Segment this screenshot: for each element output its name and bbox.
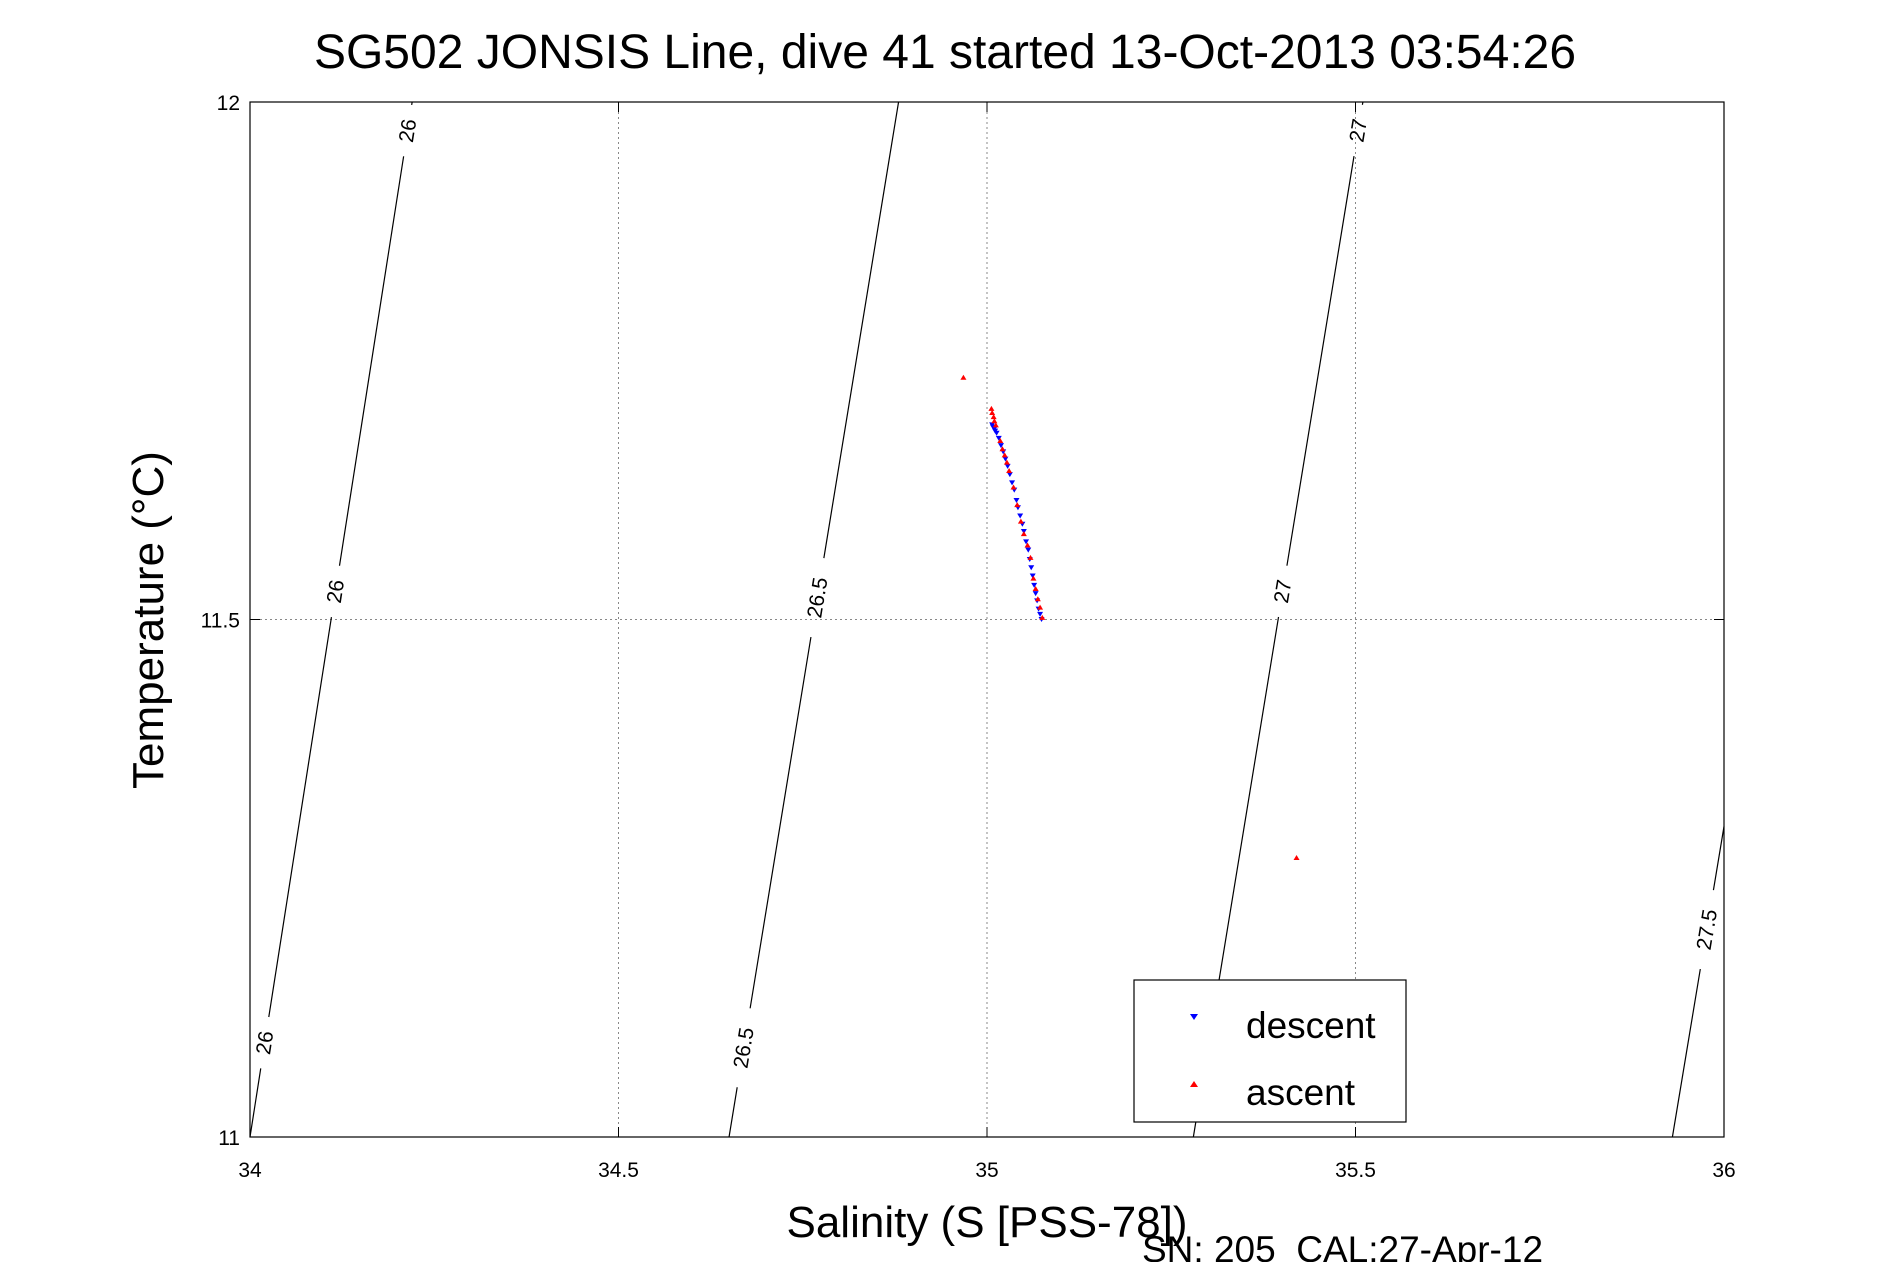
data-point-descent	[1025, 547, 1032, 553]
data-point-descent	[993, 430, 1000, 436]
data-point-descent	[1004, 463, 1011, 469]
isopycnal-line	[728, 1087, 738, 1138]
data-point-ascent	[1001, 452, 1008, 458]
data-point-ascent	[1024, 542, 1031, 548]
data-point-ascent	[1039, 614, 1046, 620]
data-point-ascent	[1020, 531, 1027, 537]
isopycnal-line	[749, 636, 812, 1009]
y-axis-label: Temperature (°C)	[124, 451, 173, 789]
isopycnal-label: 26.5	[730, 1026, 759, 1070]
data-point-ascent	[1037, 604, 1044, 610]
data-point-descent	[1032, 591, 1039, 597]
data-point-ascent	[991, 418, 998, 424]
y-tick-label: 12	[217, 92, 240, 115]
isopycnal-label: 26	[395, 117, 421, 144]
isopycnal-line	[338, 156, 405, 566]
chart-title: SG502 JONSIS Line, dive 41 started 13-Oc…	[314, 26, 1576, 79]
data-point-ascent	[1027, 554, 1034, 560]
data-point-ascent	[1014, 502, 1021, 508]
x-tick-label: 35.5	[1335, 1159, 1376, 1182]
isopycnal-label: 27	[1270, 578, 1296, 605]
isopycnal-line	[823, 101, 900, 559]
data-point-ascent	[989, 410, 996, 415]
data-point-ascent	[992, 422, 999, 428]
data-point-ascent	[1010, 484, 1017, 490]
data-point-descent	[998, 443, 1005, 449]
isopycnal-label: 26	[323, 578, 349, 605]
x-tick-label: 36	[1712, 1159, 1735, 1182]
data-point-descent	[995, 435, 1002, 441]
data-point-ascent	[1032, 585, 1039, 591]
data-point-ascent	[1034, 596, 1041, 602]
isopycnal-line	[1286, 156, 1355, 566]
data-point-descent	[1029, 573, 1036, 579]
data-point-ascent	[990, 414, 997, 420]
isopycnal-line	[1671, 968, 1701, 1138]
footer-serial-calibration: SN: 205 CAL:27-Apr-12	[1142, 1229, 1543, 1262]
isopycnal-line	[1712, 826, 1725, 891]
grid-lines	[250, 102, 1724, 1137]
data-point-ascent	[1003, 459, 1010, 465]
y-axis-ticks: 11 11.5 12	[201, 92, 1724, 1150]
legend-label-descent: descent	[1246, 1005, 1376, 1046]
isopycnal-label: 26	[252, 1029, 278, 1056]
isopycnal-label: 27.5	[1693, 908, 1722, 952]
data-point-ascent	[997, 437, 1004, 443]
data-point-descent	[1023, 539, 1030, 545]
data-point-ascent	[1017, 518, 1024, 524]
isopycnal-line	[249, 1068, 262, 1138]
data-point-descent	[1006, 472, 1013, 478]
legend-marker-ascent	[1190, 1081, 1198, 1087]
data-points	[960, 374, 1300, 861]
isopycnal-label: 26.5	[803, 576, 832, 620]
data-point-ascent	[988, 405, 995, 411]
isopycnal-line	[268, 617, 333, 1018]
x-tick-label: 34.5	[598, 1159, 639, 1182]
legend-label-ascent: ascent	[1246, 1072, 1356, 1113]
x-tick-label: 35	[975, 1159, 998, 1182]
data-point-descent	[1009, 480, 1016, 486]
data-point-ascent	[1006, 467, 1013, 473]
x-axis-ticks: 34 34.5 35 35.5 36	[238, 102, 1736, 1182]
y-tick-label: 11.5	[201, 610, 240, 633]
data-point-ascent	[1293, 855, 1300, 861]
data-point-ascent	[960, 374, 967, 380]
data-point-descent	[1002, 456, 1009, 462]
y-tick-label: 11	[218, 1127, 240, 1150]
legend-box	[1133, 979, 1407, 1123]
data-point-descent	[1031, 582, 1038, 588]
legend-marker-descent	[1190, 1014, 1198, 1020]
data-point-ascent	[1030, 575, 1037, 581]
data-point-descent	[1028, 565, 1035, 571]
legend: descent ascent	[1133, 979, 1407, 1123]
x-axis-label: Salinity (S [PSS-78])	[786, 1198, 1187, 1247]
data-point-descent	[1013, 497, 1020, 503]
isopycnal-label: 27	[1345, 117, 1371, 144]
data-point-descent	[1037, 611, 1044, 617]
x-tick-label: 34	[238, 1159, 262, 1182]
data-point-ascent	[999, 446, 1006, 452]
data-point-descent	[1017, 513, 1024, 519]
